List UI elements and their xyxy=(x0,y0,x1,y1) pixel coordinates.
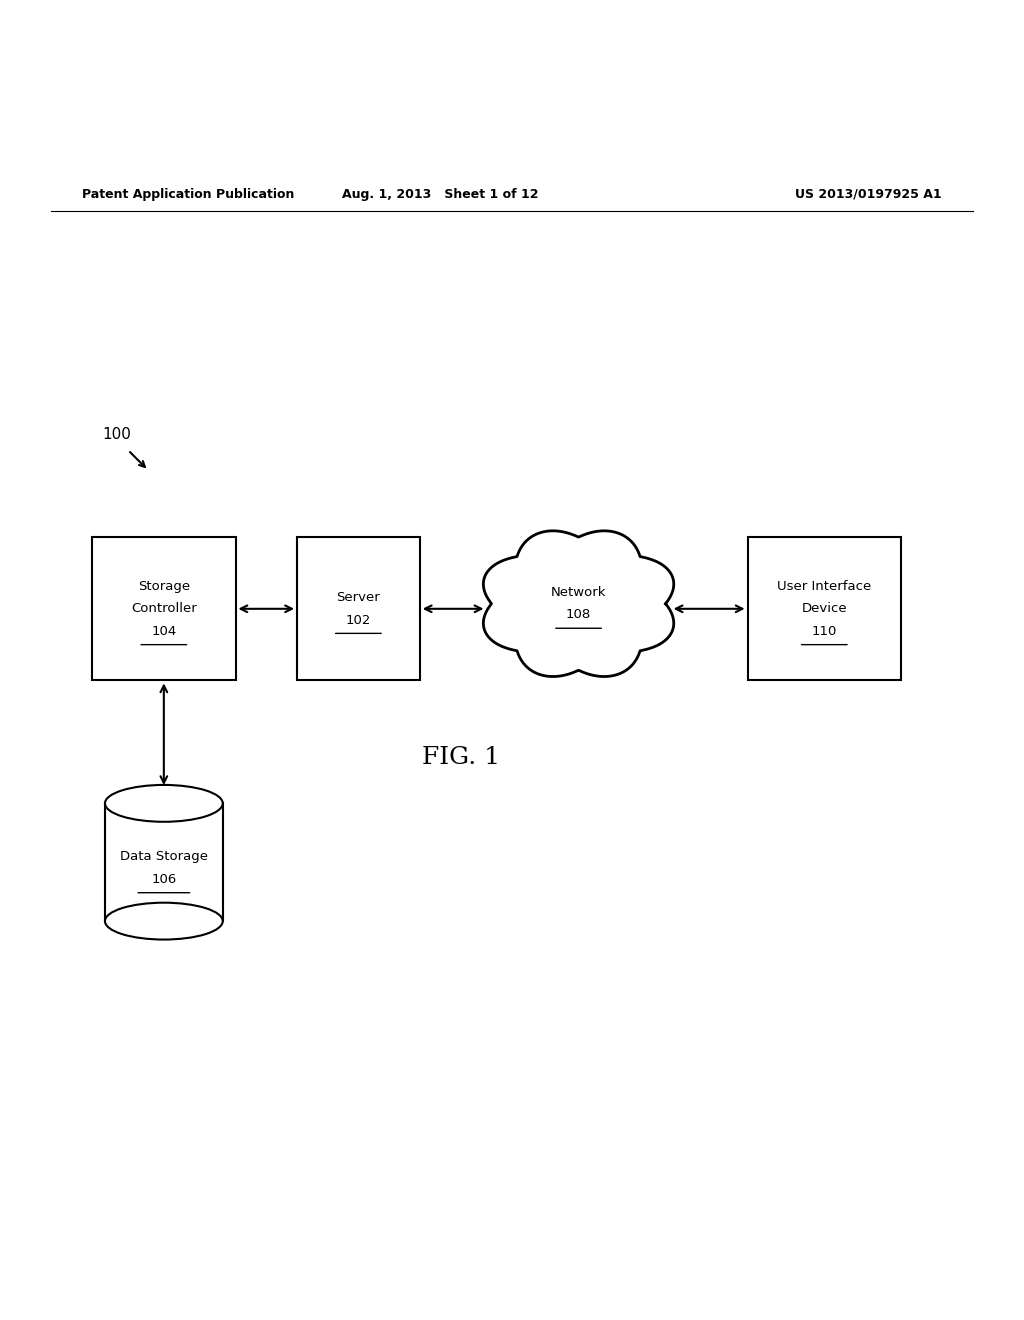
Ellipse shape xyxy=(105,785,223,822)
FancyBboxPatch shape xyxy=(297,537,420,681)
FancyBboxPatch shape xyxy=(92,537,236,681)
Ellipse shape xyxy=(105,903,223,940)
Text: Controller: Controller xyxy=(131,602,197,615)
Text: FIG. 1: FIG. 1 xyxy=(422,746,500,768)
Text: 106: 106 xyxy=(152,873,176,886)
Text: 102: 102 xyxy=(346,614,371,627)
Ellipse shape xyxy=(589,612,634,645)
Ellipse shape xyxy=(506,590,547,623)
Text: Patent Application Publication: Patent Application Publication xyxy=(82,187,294,201)
Text: Storage: Storage xyxy=(138,579,189,593)
Text: Network: Network xyxy=(551,586,606,599)
FancyBboxPatch shape xyxy=(748,537,901,681)
Text: 108: 108 xyxy=(566,609,591,622)
Text: 110: 110 xyxy=(812,624,837,638)
Text: User Interface: User Interface xyxy=(777,579,871,593)
Text: Device: Device xyxy=(802,602,847,615)
Text: US 2013/0197925 A1: US 2013/0197925 A1 xyxy=(796,187,942,201)
Text: Aug. 1, 2013   Sheet 1 of 12: Aug. 1, 2013 Sheet 1 of 12 xyxy=(342,187,539,201)
Text: Data Storage: Data Storage xyxy=(120,850,208,863)
Text: 100: 100 xyxy=(102,428,131,442)
Ellipse shape xyxy=(598,560,643,597)
Text: 104: 104 xyxy=(152,624,176,638)
Ellipse shape xyxy=(517,568,639,640)
Ellipse shape xyxy=(521,556,569,595)
Text: Server: Server xyxy=(337,591,380,605)
Ellipse shape xyxy=(610,590,651,623)
Ellipse shape xyxy=(523,612,568,645)
Ellipse shape xyxy=(558,549,608,589)
FancyBboxPatch shape xyxy=(105,804,223,921)
